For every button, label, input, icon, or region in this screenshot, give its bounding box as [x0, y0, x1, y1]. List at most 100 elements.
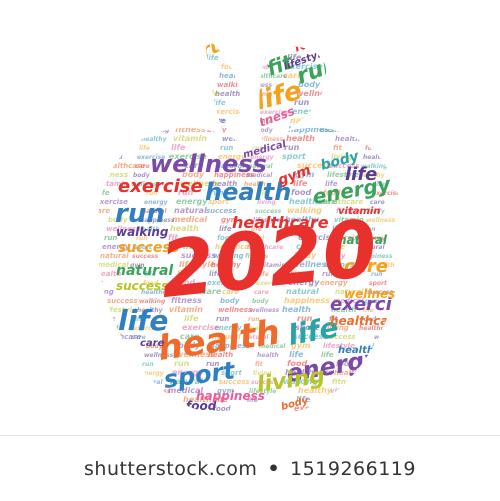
filler-word: run — [364, 226, 376, 233]
filler-word: natural — [212, 333, 241, 341]
filler-word: health — [142, 55, 164, 62]
cloud-word: healthcare — [232, 213, 329, 232]
filler-word: run — [146, 190, 158, 197]
filler-word: walking — [213, 252, 244, 260]
filler-word: sport — [208, 198, 229, 206]
filler-word: life — [181, 98, 196, 107]
filler-word: wellness — [328, 90, 362, 98]
filler-word: run — [371, 271, 383, 278]
filler-word: sport — [373, 109, 392, 116]
filler-word: healthcare — [215, 243, 258, 251]
filler-word: health — [360, 91, 382, 98]
filler-word: natural — [170, 377, 203, 386]
filler-word: run — [142, 361, 154, 368]
filler-word: run — [136, 235, 148, 242]
filler-word: care — [332, 72, 349, 80]
filler-word: life — [245, 100, 256, 107]
filler-word: walking — [361, 163, 388, 170]
filler-word: gym — [134, 91, 148, 98]
filler-word: health — [138, 226, 160, 233]
filler-word: energy — [324, 108, 352, 116]
filler-word: exercise — [326, 405, 359, 413]
filler-word: natural — [104, 81, 133, 89]
filler-word: success — [297, 161, 332, 170]
filler-word: lifestyle — [92, 135, 124, 143]
filler-word: wellness — [292, 260, 331, 269]
filler-word: life — [374, 181, 385, 188]
filler-word: body — [220, 297, 240, 305]
filler-word: medical — [333, 297, 364, 305]
filler-word: exercise — [285, 62, 323, 71]
filler-word: medical — [246, 172, 273, 179]
filler-word: lifestyle — [327, 171, 359, 179]
filler-word: success — [168, 80, 203, 89]
cloud-word: natural — [338, 233, 388, 247]
filler-word: sport — [134, 244, 153, 251]
filler-word: gym — [295, 170, 314, 179]
filler-word: food — [245, 406, 261, 413]
filler-word: care — [370, 199, 385, 206]
filler-word: run — [368, 55, 380, 62]
filler-word: lifestyle — [179, 260, 216, 269]
filler-word: vitamin — [95, 351, 125, 359]
filler-word: fit — [333, 144, 343, 152]
filler-word: exercise — [260, 109, 288, 116]
filler-word: fitness — [249, 82, 273, 89]
filler-word: body — [133, 172, 151, 179]
filler-word: life — [367, 136, 378, 143]
filler-word: success — [132, 253, 159, 260]
filler-word: body — [364, 379, 382, 386]
filler-word: happiness — [140, 217, 175, 224]
filler-word: run — [297, 314, 313, 323]
filler-word: body — [326, 252, 346, 260]
filler-word: health — [244, 181, 266, 188]
filler-word: food — [336, 360, 355, 368]
filler-word: natural — [216, 162, 245, 170]
filler-word: body — [368, 208, 386, 215]
filler-word: exercise — [133, 325, 161, 332]
filler-word: health — [282, 305, 311, 314]
filler-word: living — [257, 199, 276, 206]
filler-word: life — [139, 145, 150, 152]
filler-word: fit — [98, 108, 108, 116]
filler-word: care — [283, 71, 303, 80]
cloud-word: natural — [116, 263, 173, 279]
filler-word: wellness — [102, 396, 136, 404]
filler-word: care — [366, 370, 381, 377]
filler-word: body — [182, 170, 205, 179]
filler-word: wellness — [218, 306, 252, 314]
filler-word: healthcare — [177, 116, 226, 125]
filler-word: healthcare — [363, 154, 399, 161]
filler-word: natural — [322, 117, 351, 125]
filler-word: lifestyle — [249, 388, 276, 395]
filler-word: care — [180, 332, 200, 341]
filler-word: run — [132, 406, 144, 413]
cloud-word: wellness — [150, 150, 267, 178]
filler-word: exercise — [207, 279, 240, 287]
filler-word: healthy — [137, 307, 164, 314]
filler-word: vitamin — [173, 134, 207, 143]
filler-word: wellness — [106, 225, 140, 233]
filler-word: life — [171, 143, 186, 152]
filler-word: body — [207, 126, 227, 134]
filler-word: living — [183, 242, 208, 251]
filler-word: exercise — [95, 198, 128, 206]
filler-word: run — [360, 397, 372, 404]
filler-word: health — [170, 224, 199, 233]
filler-word: vitamin — [260, 262, 285, 269]
filler-word: care — [135, 163, 150, 170]
filler-word: sport — [295, 323, 320, 332]
brand-text: shutterstock.com — [84, 457, 258, 480]
filler-word: body — [294, 251, 317, 260]
filler-word: success — [329, 162, 360, 170]
filler-word: life — [206, 54, 219, 62]
filler-word: success — [107, 297, 138, 305]
filler-word: happiness — [284, 296, 330, 305]
filler-word: life — [251, 226, 262, 233]
filler-word: run — [206, 360, 219, 368]
filler-word: exercise — [182, 323, 220, 332]
filler-word: run — [220, 144, 233, 152]
filler-word: medical — [168, 386, 203, 395]
filler-word: exercise — [330, 234, 363, 242]
cloud-word: happiness — [196, 389, 265, 403]
